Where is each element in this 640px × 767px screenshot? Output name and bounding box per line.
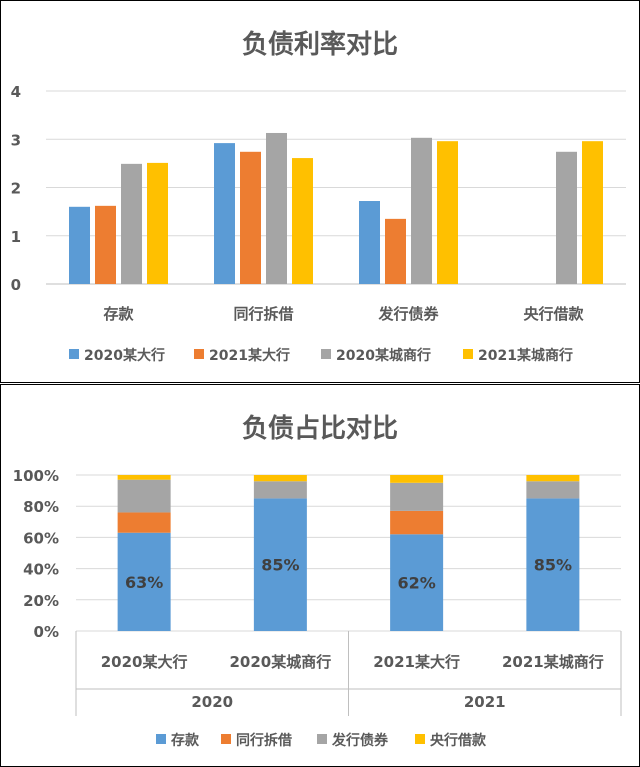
y-tick-label: 20% (23, 592, 59, 610)
x-tick-label: 央行借款 (523, 305, 584, 323)
y-tick-label: 1 (11, 228, 21, 246)
x-tick-label: 2020某城商行 (230, 653, 332, 671)
x-tick-label: 2021某城商行 (502, 653, 604, 671)
bar-segment-同行拆借 (117, 512, 171, 533)
bar-2020某城商行 (266, 132, 287, 284)
legend-swatch (317, 734, 327, 744)
bar-segment-存款 (253, 498, 307, 631)
y-tick-label: 4 (11, 83, 21, 101)
interest-rate-chart-panel: 负债利率对比 0 1 2 3 4 存款 同行拆借 发行债券 央行借款 2020某大行 2021某大行 2… (0, 0, 640, 383)
legend-label: 2021某大行 (209, 347, 290, 364)
bar-segment-发行债券 (526, 481, 580, 499)
bar-2020某城商行 (556, 151, 577, 284)
y-tick-label: 0% (34, 623, 59, 641)
bar-segment-央行借款 (390, 475, 444, 483)
data-label: 63% (125, 573, 163, 592)
bar-2021某大行 (95, 205, 116, 284)
y-tick-label: 100% (13, 467, 59, 485)
bar-segment-央行借款 (526, 475, 580, 482)
legend-swatch (321, 349, 331, 359)
liability-share-chart-panel: 负债占比对比 0% 20% 40% 60% 80% 100% 63% 2020某大行 85% 202… (0, 384, 640, 767)
legend-swatch (221, 734, 231, 744)
bar-segment-发行债券 (117, 479, 171, 513)
bar-segment-发行债券 (253, 481, 307, 499)
y-tick-label: 3 (11, 131, 21, 149)
data-label: 85% (261, 556, 299, 575)
legend-swatch (156, 734, 166, 744)
bar-segment-发行债券 (390, 482, 444, 511)
y-tick-label: 0 (11, 276, 21, 294)
bar-2021某城商行 (582, 141, 603, 284)
legend-label: 2021某城商行 (478, 347, 573, 364)
bar-2021某大行 (385, 218, 406, 284)
data-label: 62% (397, 574, 435, 593)
bar-2020某大行 (359, 201, 380, 284)
chart-title: 负债利率对比 (242, 29, 398, 60)
legend-swatch (463, 349, 473, 359)
group-label: 2020 (191, 693, 233, 711)
bar-segment-存款 (526, 498, 580, 631)
bar-2021某城商行 (147, 162, 168, 284)
bar-segment-央行借款 (117, 475, 171, 480)
bar-2020某大行 (69, 206, 90, 284)
legend-label: 同行拆借 (236, 732, 292, 749)
bar-2020某城商行 (411, 137, 432, 284)
liability-share-chart: 负债占比对比 0% 20% 40% 60% 80% 100% 63% 2020某大行 85% 202… (13, 414, 622, 749)
interest-rate-chart: 负债利率对比 0 1 2 3 4 存款 同行拆借 发行债券 央行借款 2020某大行 2021某大行 2… (11, 29, 626, 364)
legend-label: 央行借款 (430, 732, 487, 749)
legend-label: 存款 (171, 732, 200, 749)
chart-title: 负债占比对比 (242, 414, 398, 444)
legend-swatch (194, 349, 204, 359)
x-tick-label: 存款 (103, 305, 134, 323)
x-tick-label: 2020某大行 (101, 653, 188, 671)
y-tick-label: 60% (23, 529, 59, 547)
legend-label: 2020某城商行 (336, 347, 431, 364)
bar-2020某城商行 (121, 163, 142, 284)
y-tick-label: 80% (23, 498, 59, 516)
bar-segment-存款 (390, 534, 444, 631)
bar-segment-央行借款 (253, 475, 307, 482)
bar-2021某城商行 (292, 158, 313, 284)
y-tick-label: 40% (23, 561, 59, 579)
legend-swatch (415, 734, 425, 744)
bar-2021某大行 (240, 151, 261, 284)
x-tick-label: 发行债券 (377, 305, 439, 323)
bar-2021某城商行 (437, 141, 458, 284)
x-tick-label: 同行拆借 (233, 305, 293, 323)
x-tick-label: 2021某大行 (373, 653, 460, 671)
bar-segment-存款 (117, 532, 171, 631)
legend-label: 发行债券 (331, 732, 389, 749)
bar-2020某大行 (214, 143, 235, 284)
legend-swatch (69, 349, 79, 359)
y-tick-label: 2 (11, 180, 21, 198)
data-label: 85% (534, 556, 572, 575)
bar-segment-同行拆借 (390, 510, 444, 535)
legend-label: 2020某大行 (84, 347, 165, 364)
group-label: 2021 (464, 693, 506, 711)
